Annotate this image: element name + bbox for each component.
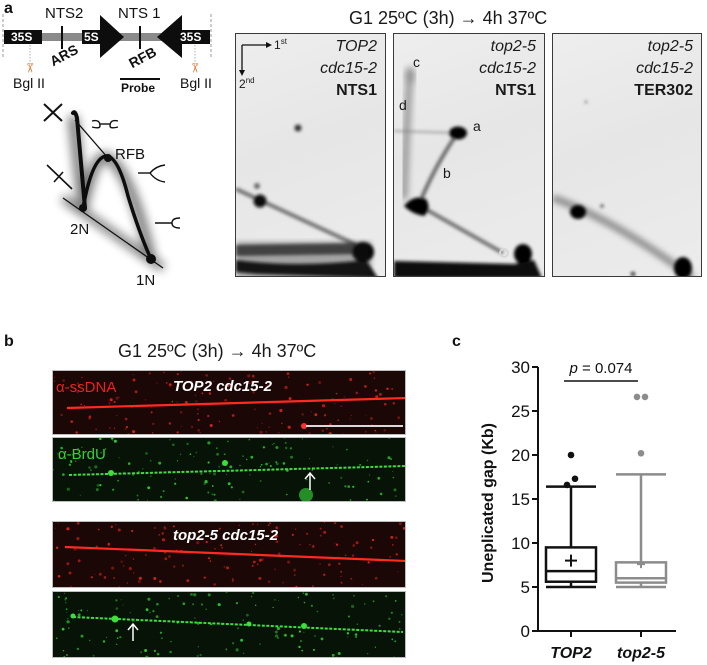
strain-label-top2-5: top2-5 cdc15-2 [173, 527, 279, 544]
rfb-spot [104, 154, 112, 162]
bubble-molecule-icon [91, 119, 119, 129]
gap-arrowhead-icon [304, 471, 316, 480]
rdna-map-diagram [2, 14, 212, 272]
y-tick-label: 0 [521, 622, 530, 641]
right-35s-label: 35S [180, 30, 202, 44]
outlier-point [633, 393, 641, 401]
gel-blot-image [394, 67, 542, 276]
gel-blot-image [553, 100, 696, 276]
nts2-label: NTS2 [45, 5, 84, 22]
gel-panel-top2-5-nts1: c d a b top2-5 cdc15-2 NTS1 [393, 33, 545, 277]
brdu-channel-label: α-BrdU [58, 446, 106, 463]
bgl-left-label: Bgl II [13, 75, 45, 91]
gel-allele-label: cdc15-2 [479, 60, 536, 77]
rdna-repeat-map [2, 14, 212, 80]
dna-fiber-line [66, 396, 405, 410]
panel-b-letter: b [4, 333, 14, 350]
ssdna-channel-label: α-ssDNA [56, 379, 117, 396]
gel-axes-arrows [239, 42, 272, 76]
spot-c-label: c [413, 54, 420, 70]
scissors-right-icon: ✂ [187, 62, 203, 74]
gel-allele-label: cdc15-2 [636, 60, 693, 77]
x-tick-label: TOP2 [550, 645, 592, 662]
y-tick-label: 15 [511, 490, 530, 509]
gel-probe-label: NTS1 [495, 82, 536, 99]
y-tick-label: 10 [511, 534, 530, 553]
outlier-point [637, 449, 645, 457]
right-35s-gene [170, 30, 210, 44]
dna-fiber-line [64, 545, 405, 563]
probe-label: Probe [121, 81, 156, 95]
y-axis-label: Uneplicated gap (Kb) [480, 423, 497, 583]
gap-arrowhead-icon [127, 622, 139, 631]
x-spike-line [71, 110, 87, 210]
brdu-fiber-image-top2: α-BrdU [52, 437, 406, 502]
5s-arrow-icon [100, 15, 124, 58]
outlier-point [641, 393, 649, 401]
y-molecule-icon [138, 164, 166, 183]
gel-blot-image [236, 124, 377, 276]
outlier-point [563, 481, 571, 489]
outlier-point [571, 475, 579, 483]
first-dimension-label: 1st [274, 37, 287, 52]
y-tick-label: 20 [511, 446, 530, 465]
bubble-arc-line [81, 154, 153, 260]
p-value-label: p = 0.074 [569, 360, 633, 377]
outlier-point [567, 451, 575, 459]
2n-spot [79, 204, 87, 212]
y-tick-label: 5 [521, 578, 530, 597]
y-arc-line [74, 119, 109, 159]
small-y-molecule-icon [155, 217, 181, 229]
scissors-left-icon: ✂ [22, 62, 38, 74]
2d-gel-schematic [43, 103, 181, 272]
5s-label: 5S [84, 30, 99, 44]
spot-d-label: d [399, 97, 407, 113]
unreplicated-gap-box-plot: 0 5 10 15 20 25 30 Uneplicated gap (Kb) TOP2 top2… [480, 358, 676, 662]
panel-c-letter: c [452, 333, 461, 350]
x-tick-label: top2-5 [617, 645, 666, 662]
gel-probe-label: NTS1 [336, 82, 377, 99]
gel-panel-top2-5-ter302: top2-5 cdc15-2 TER302 [552, 33, 702, 277]
brdu-fiber-image-top2-5 [52, 591, 406, 658]
schematic-1n-label: 1N [136, 272, 156, 289]
schematic-2n-label: 2N [70, 221, 90, 238]
ssdna-fiber-image-top2: α-ssDNA TOP2 cdc15-2 [52, 370, 406, 435]
gel-strain-label: top2-5 [647, 38, 693, 55]
gel-panel-top2-nts1: 1st 2nd TOP2 cdc15-2 NTS1 [235, 33, 386, 277]
left-35s-gene [4, 30, 42, 44]
double-y-molecule-icon [46, 164, 73, 190]
nts1-label: NTS 1 [118, 5, 161, 22]
dna-fiber-line [72, 616, 404, 633]
gel-probe-label: TER302 [634, 82, 693, 99]
gel-strain-label: top2-5 [490, 38, 536, 55]
gel-strain-label: TOP2 [335, 38, 378, 55]
spot-a-label: a [473, 118, 481, 134]
bgl-right-label: Bgl II [180, 75, 212, 91]
panel-b-title: G1 25ºC (3h) → 4h 37ºC [118, 341, 317, 361]
y-tick-label: 30 [511, 358, 530, 377]
5s-gene [82, 30, 102, 44]
dna-fiber-line [68, 465, 405, 476]
gel-allele-label: cdc15-2 [320, 60, 377, 77]
strain-label-top2: TOP2 cdc15-2 [173, 378, 272, 395]
1n-spot [146, 254, 156, 264]
left-35s-label: 35S [11, 30, 33, 44]
x-molecule-icon [43, 103, 63, 122]
schematic-rfb-label: RFB [115, 146, 145, 163]
35s-arrow-icon [157, 15, 182, 58]
y-tick-label: 25 [511, 402, 530, 421]
spot-b-label: b [443, 165, 451, 181]
ssdna-fiber-image-top2-5: top2-5 cdc15-2 [52, 521, 406, 588]
panel-a-title: G1 25ºC (3h) → 4h 37ºC [349, 8, 548, 28]
panel-a-letter: a [4, 0, 13, 17]
second-dimension-label: 2nd [239, 76, 255, 91]
